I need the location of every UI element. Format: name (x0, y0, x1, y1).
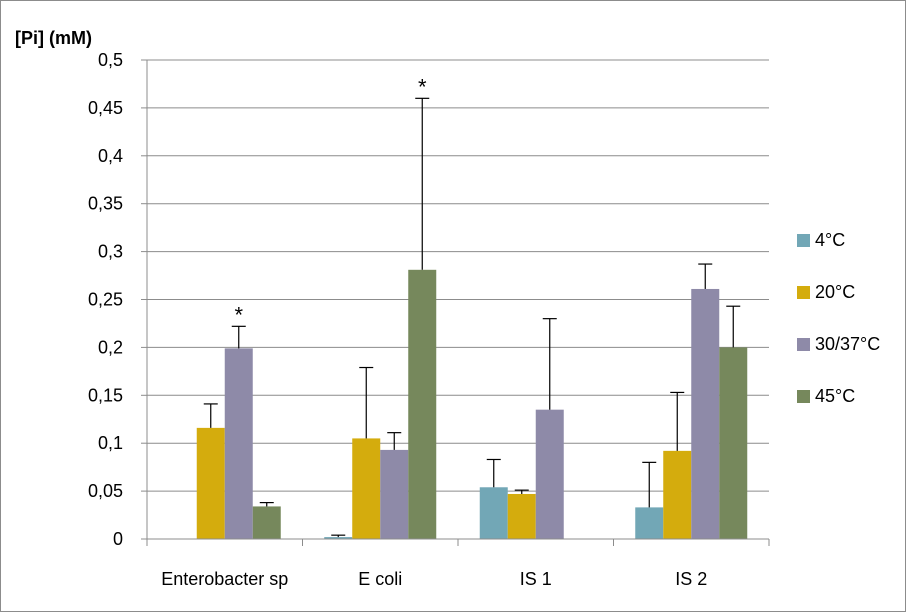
x-tick-label: Enterobacter sp (161, 569, 288, 589)
axes: 0 0,05 0,1 0,15 0,2 0,25 0,3 0,35 0,4 0,45 0,5 Ente… (88, 50, 770, 589)
bars (196, 269, 748, 539)
bar (224, 348, 253, 539)
bar (196, 427, 225, 539)
legend-swatch (797, 390, 810, 403)
bar (252, 506, 281, 539)
bar (635, 507, 664, 539)
y-tick-label: 0 (113, 529, 123, 549)
annotations: ** (234, 74, 427, 327)
y-tick-label: 0,05 (88, 481, 123, 501)
legend-swatch (797, 286, 810, 299)
bar (479, 487, 508, 539)
y-axis-label: [Pi] (mM) (15, 28, 92, 48)
y-tick-label: 0,25 (88, 290, 123, 310)
bar (324, 537, 353, 539)
bar (719, 347, 748, 539)
y-tick-label: 0,15 (88, 385, 123, 405)
x-tick-label: IS 1 (520, 569, 552, 589)
legend-label: 45°C (815, 386, 855, 406)
significance-marker: * (234, 302, 243, 327)
x-tick-label: IS 2 (675, 569, 707, 589)
bar (380, 449, 409, 539)
legend-label: 20°C (815, 282, 855, 302)
y-tick-label: 0,45 (88, 98, 123, 118)
legend: 4°C 20°C 30/37°C 45°C (797, 230, 880, 406)
legend-label: 30/37°C (815, 334, 880, 354)
y-tick-label: 0,35 (88, 194, 123, 214)
bar (663, 450, 692, 539)
y-tick-label: 0,1 (98, 433, 123, 453)
y-tick-label: 0,5 (98, 50, 123, 70)
significance-marker: * (418, 74, 427, 99)
y-tick-label: 0,2 (98, 337, 123, 357)
bar (507, 493, 536, 539)
bar (535, 409, 564, 539)
y-tick-label: 0,4 (98, 146, 123, 166)
bar (408, 269, 437, 539)
x-tick-label: E coli (358, 569, 402, 589)
legend-label: 4°C (815, 230, 845, 250)
legend-swatch (797, 338, 810, 351)
y-tick-label: 0,3 (98, 242, 123, 262)
bar (691, 288, 720, 539)
error-bars (203, 97, 741, 538)
bar (352, 438, 381, 539)
legend-swatch (797, 234, 810, 247)
